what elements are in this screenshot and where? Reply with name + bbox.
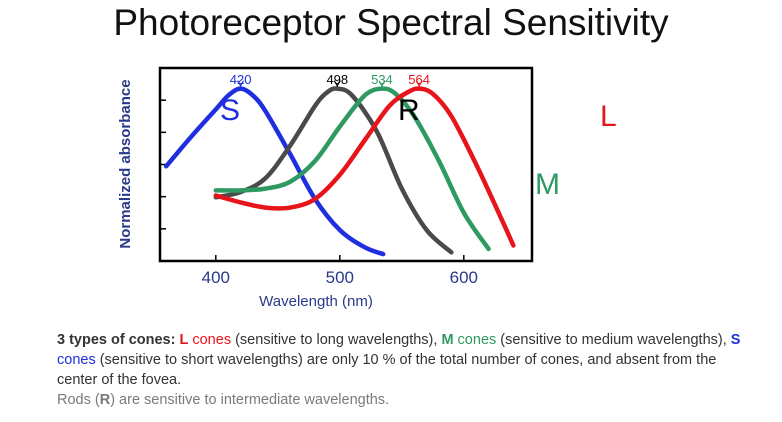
curve-l xyxy=(213,86,516,248)
caption-rods-post: ) are sensitive to intermediate waveleng… xyxy=(110,392,390,408)
page-title: Photoreceptor Spectral Sensitivity xyxy=(113,2,669,43)
peak-label-s: 420 xyxy=(230,72,252,87)
peak-arrowhead-r xyxy=(333,80,341,87)
x-tick-label: 600 xyxy=(450,268,478,287)
x-axis-label: Wavelength (nm) xyxy=(259,293,373,310)
curve-s xyxy=(163,86,386,257)
curve-label-m: M xyxy=(535,168,560,201)
caption-after-l: (sensitive to long wavelengths), xyxy=(231,332,442,348)
peak-arrowhead-m xyxy=(378,80,386,87)
caption-l-cones: cones xyxy=(188,332,232,348)
caption-m-letter: M xyxy=(441,332,454,348)
curve-label-r: R xyxy=(398,94,420,127)
curve-r xyxy=(213,86,454,255)
spectral-sensitivity-chart: 400 500 600 420 498 534 564 Wavelength (nm) N… xyxy=(117,66,534,310)
curves xyxy=(163,86,516,257)
y-axis-label: Normalized absorbance xyxy=(117,79,134,248)
x-tick-label: 500 xyxy=(326,268,354,287)
caption-after-s: (sensitive to short wavelengths) are onl… xyxy=(57,352,717,388)
caption-s-cones: cones xyxy=(57,352,96,368)
curve-label-s: S xyxy=(220,94,241,127)
caption-rods-pre: Rods ( xyxy=(57,392,100,408)
obscured-citation xyxy=(130,318,400,330)
caption-rods-letter: R xyxy=(99,392,111,408)
caption-l-letter: L xyxy=(179,332,189,348)
curve-m xyxy=(213,86,491,252)
axis-ticks: 400 500 600 xyxy=(160,99,478,287)
caption-m-cones: cones xyxy=(453,332,497,348)
caption-s-letter: S xyxy=(730,332,741,348)
peak-label-r: 498 xyxy=(326,72,348,87)
peak-arrowhead-l xyxy=(415,80,423,87)
peak-labels: 420 498 534 564 xyxy=(230,72,430,87)
caption-lead: 3 types of cones: xyxy=(57,332,180,348)
peak-label-m: 534 xyxy=(371,72,393,87)
x-tick-label: 400 xyxy=(202,268,230,287)
caption-after-m: (sensitive to medium wavelengths), xyxy=(496,332,731,348)
peak-arrowhead-s xyxy=(237,80,245,87)
curve-label-l: L xyxy=(600,100,617,133)
peak-label-l: 564 xyxy=(408,72,430,87)
caption: 3 types of cones: L cones (sensitive to … xyxy=(57,330,757,410)
